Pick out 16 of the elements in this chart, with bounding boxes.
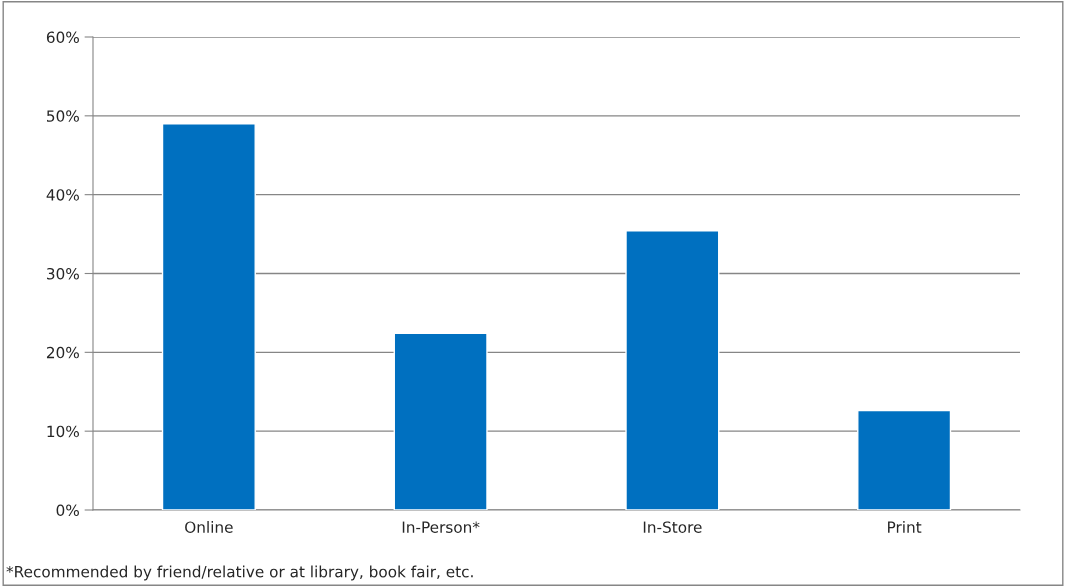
bar	[393, 332, 488, 510]
y-tick-label: 30%	[47, 267, 79, 280]
bar	[161, 123, 256, 510]
x-tick-label: Print	[888, 521, 922, 533]
bar	[625, 230, 720, 510]
y-tick-label: 0%	[56, 504, 79, 517]
x-tick-label: In-Person*	[402, 521, 480, 533]
x-tick-label: Online	[185, 521, 233, 533]
y-tick-label: 20%	[46, 346, 79, 359]
bar	[857, 409, 952, 510]
y-tick-label: 60%	[46, 31, 79, 44]
y-tick-label: 50%	[47, 110, 79, 122]
x-tick-label: In-Store	[643, 521, 702, 533]
text: *Recommended by friend/relative or at library, book fair, etc.	[6, 565, 473, 581]
y-tick-label: 40%	[46, 189, 79, 201]
y-tick-label: 10%	[47, 425, 79, 438]
